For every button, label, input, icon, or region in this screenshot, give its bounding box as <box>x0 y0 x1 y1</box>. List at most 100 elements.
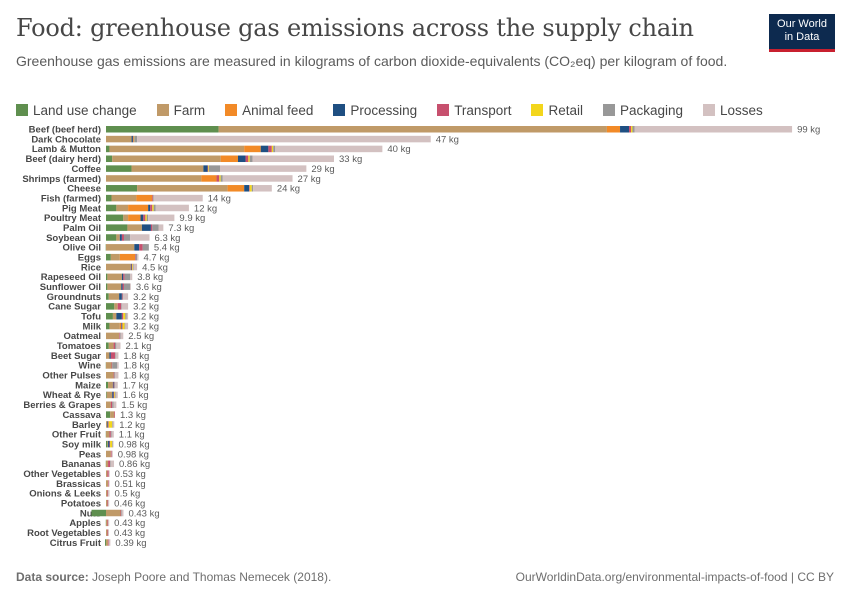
bar-segment-transport[interactable] <box>122 283 124 290</box>
bar-segment-losses[interactable] <box>158 224 164 231</box>
bar-row[interactable]: Lamb & Mutton 40 kg <box>32 144 411 155</box>
bar-segment-losses[interactable] <box>130 234 150 241</box>
bar-segment-packaging[interactable] <box>112 362 118 369</box>
bar-segment-losses[interactable] <box>115 391 118 399</box>
bar-segment-packaging[interactable] <box>125 312 127 320</box>
bar-segment-animal-feed[interactable] <box>136 194 153 202</box>
bar-segment-land-use-change[interactable] <box>105 539 106 546</box>
legend-item-land-use-change[interactable]: Land use change <box>16 103 137 118</box>
bar-segment-transport[interactable] <box>139 244 143 251</box>
bar-segment-packaging[interactable] <box>121 303 122 310</box>
bar-segment-packaging[interactable] <box>114 381 115 389</box>
bar-segment-packaging[interactable] <box>112 401 114 409</box>
bar-segment-land-use-change[interactable] <box>106 312 113 320</box>
bar-segment-losses[interactable] <box>121 509 124 517</box>
bar-segment-retail[interactable] <box>114 391 115 399</box>
bar-segment-animal-feed[interactable] <box>128 204 149 212</box>
bar-segment-packaging[interactable] <box>251 185 254 192</box>
bar-segment-processing[interactable] <box>112 381 114 389</box>
bar-segment-packaging[interactable] <box>132 263 134 271</box>
bar-segment-transport[interactable] <box>113 342 115 349</box>
bar-segment-animal-feed[interactable] <box>227 185 245 192</box>
bar-segment-losses[interactable] <box>111 450 113 458</box>
legend-item-processing[interactable]: Processing <box>333 103 417 118</box>
bar-segment-packaging[interactable] <box>249 155 253 163</box>
bar-segment-farm[interactable] <box>106 470 108 477</box>
bar-segment-transport[interactable] <box>132 135 134 143</box>
bar-segment-losses[interactable] <box>253 185 272 192</box>
bar-segment-retail[interactable] <box>271 145 274 153</box>
bar-segment-transport[interactable] <box>107 490 109 497</box>
bar-segment-processing[interactable] <box>203 165 208 172</box>
bar-row[interactable]: Brassicas 0.51 kg <box>56 479 146 490</box>
bar-segment-losses[interactable] <box>113 401 117 409</box>
bar-row[interactable]: Other Vegetables 0.53 kg <box>23 469 145 480</box>
bar-segment-land-use-change[interactable] <box>106 204 117 212</box>
bar-segment-packaging[interactable] <box>121 509 122 517</box>
bar-row[interactable]: Dark Chocolate 47 kg <box>31 134 459 145</box>
bar-segment-losses[interactable] <box>123 293 129 300</box>
bar-segment-transport[interactable] <box>150 224 153 231</box>
bar-segment-transport[interactable] <box>110 352 115 359</box>
bar-row[interactable]: Sunflower Oil 3.6 kg <box>40 282 162 293</box>
bar-segment-packaging[interactable] <box>153 204 156 212</box>
bar-segment-losses[interactable] <box>222 175 293 182</box>
bar-segment-transport[interactable] <box>113 381 115 389</box>
bar-segment-losses[interactable] <box>137 135 431 143</box>
bar-segment-processing[interactable] <box>134 244 140 251</box>
bar-segment-land-use-change[interactable] <box>106 253 111 261</box>
legend-item-animal-feed[interactable]: Animal feed <box>225 103 313 118</box>
bar-segment-retail[interactable] <box>248 155 250 163</box>
bar-segment-retail[interactable] <box>152 204 154 212</box>
bar-segment-farm[interactable] <box>111 194 137 202</box>
bar-segment-animal-feed[interactable] <box>201 175 217 182</box>
bar-segment-transport[interactable] <box>108 539 109 546</box>
bar-segment-losses[interactable] <box>275 145 383 153</box>
bar-segment-packaging[interactable] <box>124 273 131 281</box>
bar-segment-transport[interactable] <box>119 332 120 340</box>
bar-segment-processing[interactable] <box>119 293 122 300</box>
bar-segment-farm[interactable] <box>112 312 117 320</box>
bar-segment-retail[interactable] <box>108 421 113 428</box>
bar-segment-packaging[interactable] <box>146 214 149 222</box>
bar-segment-losses[interactable] <box>114 381 118 389</box>
bar-segment-farm[interactable] <box>106 372 114 379</box>
bar-segment-retail[interactable] <box>122 322 125 330</box>
bar-segment-animal-feed[interactable] <box>244 145 261 153</box>
bar-segment-farm[interactable] <box>109 145 245 153</box>
bar-row[interactable]: Beef (beef herd) 99 kg <box>29 125 821 136</box>
bar-segment-farm[interactable] <box>106 490 108 497</box>
bar-segment-farm[interactable] <box>127 224 142 231</box>
bar-segment-land-use-change[interactable] <box>106 381 109 389</box>
bar-segment-farm[interactable] <box>107 283 122 290</box>
bar-segment-land-use-change[interactable] <box>106 224 128 231</box>
bar-segment-land-use-change[interactable] <box>106 322 110 330</box>
bar-segment-farm[interactable] <box>106 509 121 517</box>
legend-item-farm[interactable]: Farm <box>156 103 205 118</box>
bar-row[interactable]: Berries & Grapes 1.5 kg <box>23 400 147 411</box>
bar-segment-land-use-change[interactable] <box>91 509 106 517</box>
bar-segment-processing[interactable] <box>131 135 133 143</box>
bar-segment-transport[interactable] <box>121 293 123 300</box>
bar-segment-losses[interactable] <box>108 519 110 527</box>
bar-segment-packaging[interactable] <box>114 372 115 379</box>
bar-row[interactable]: Beet Sugar 1.8 kg <box>51 351 149 362</box>
bar-segment-transport[interactable] <box>109 431 111 438</box>
bar-segment-losses[interactable] <box>148 214 175 222</box>
bar-segment-transport[interactable] <box>249 185 250 192</box>
bar-segment-packaging[interactable] <box>152 194 154 202</box>
bar-segment-processing[interactable] <box>107 421 109 428</box>
bar-row[interactable]: Groundnuts 3.2 kg <box>47 292 159 303</box>
bar-segment-packaging[interactable] <box>134 135 138 143</box>
bar-segment-packaging[interactable] <box>135 253 138 261</box>
legend-item-retail[interactable]: Retail <box>531 103 583 118</box>
bar-segment-losses[interactable] <box>137 253 139 261</box>
bar-segment-farm[interactable] <box>109 322 120 330</box>
bar-segment-farm[interactable] <box>107 273 122 281</box>
bar-segment-land-use-change[interactable] <box>106 440 108 448</box>
bar-segment-losses[interactable] <box>133 263 138 271</box>
bar-segment-losses[interactable] <box>155 204 189 212</box>
owid-logo[interactable]: Our World in Data <box>769 14 835 52</box>
bar-segment-losses[interactable] <box>115 352 119 359</box>
bar-row[interactable]: Milk 3.2 kg <box>83 321 159 332</box>
